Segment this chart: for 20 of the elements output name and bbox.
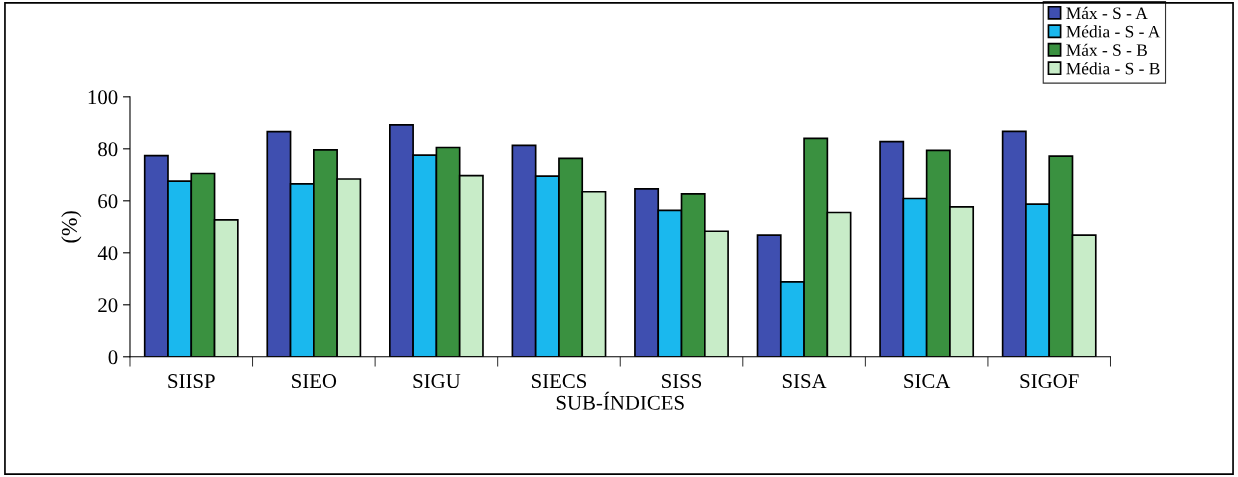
- legend-label: Média - S - A: [1066, 25, 1161, 38]
- y-tick-label: 60: [98, 194, 118, 209]
- x-tick-label: SIEO: [292, 374, 337, 389]
- x-tick-label: SISS: [662, 374, 702, 389]
- y-tick-label: 20: [98, 298, 118, 313]
- x-tick-label: SICA: [904, 374, 951, 389]
- x-tick-label: SIGU: [413, 374, 461, 389]
- y-tick-label: 0: [108, 350, 118, 365]
- legend-label: Máx - S - B: [1066, 43, 1147, 56]
- y-tick-label: 40: [97, 246, 118, 261]
- x-tick-label: SIISP: [168, 374, 215, 389]
- x-tick-label: SISA: [782, 374, 827, 389]
- legend-label: Máx - S - A: [1066, 6, 1148, 20]
- y-tick-label: 100: [88, 90, 118, 105]
- legend-label: Média - S - B: [1066, 62, 1160, 75]
- y-tick-label: 80: [98, 142, 118, 157]
- x-tick-label: SIECS: [531, 374, 587, 389]
- x-tick-label: SIGOF: [1020, 374, 1079, 389]
- x-axis-title: SUB-ÍNDICES: [556, 391, 684, 410]
- y-axis-title: (%): [61, 211, 82, 243]
